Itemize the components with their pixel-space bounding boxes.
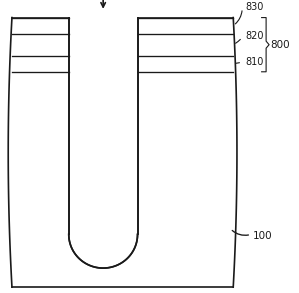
Polygon shape: [69, 201, 138, 234]
Text: 100: 100: [253, 231, 272, 241]
Text: 830: 830: [245, 1, 263, 12]
Text: 820: 820: [245, 31, 264, 41]
Bar: [138, 18, 233, 34]
FancyBboxPatch shape: [12, 18, 69, 287]
Bar: [138, 56, 233, 72]
FancyBboxPatch shape: [138, 18, 233, 287]
Bar: [12, 18, 69, 34]
Text: 810: 810: [245, 57, 263, 67]
Bar: [12, 34, 69, 56]
Bar: [69, 18, 138, 268]
Bar: [12, 56, 69, 72]
Bar: [138, 34, 233, 56]
Text: 800: 800: [271, 40, 290, 50]
